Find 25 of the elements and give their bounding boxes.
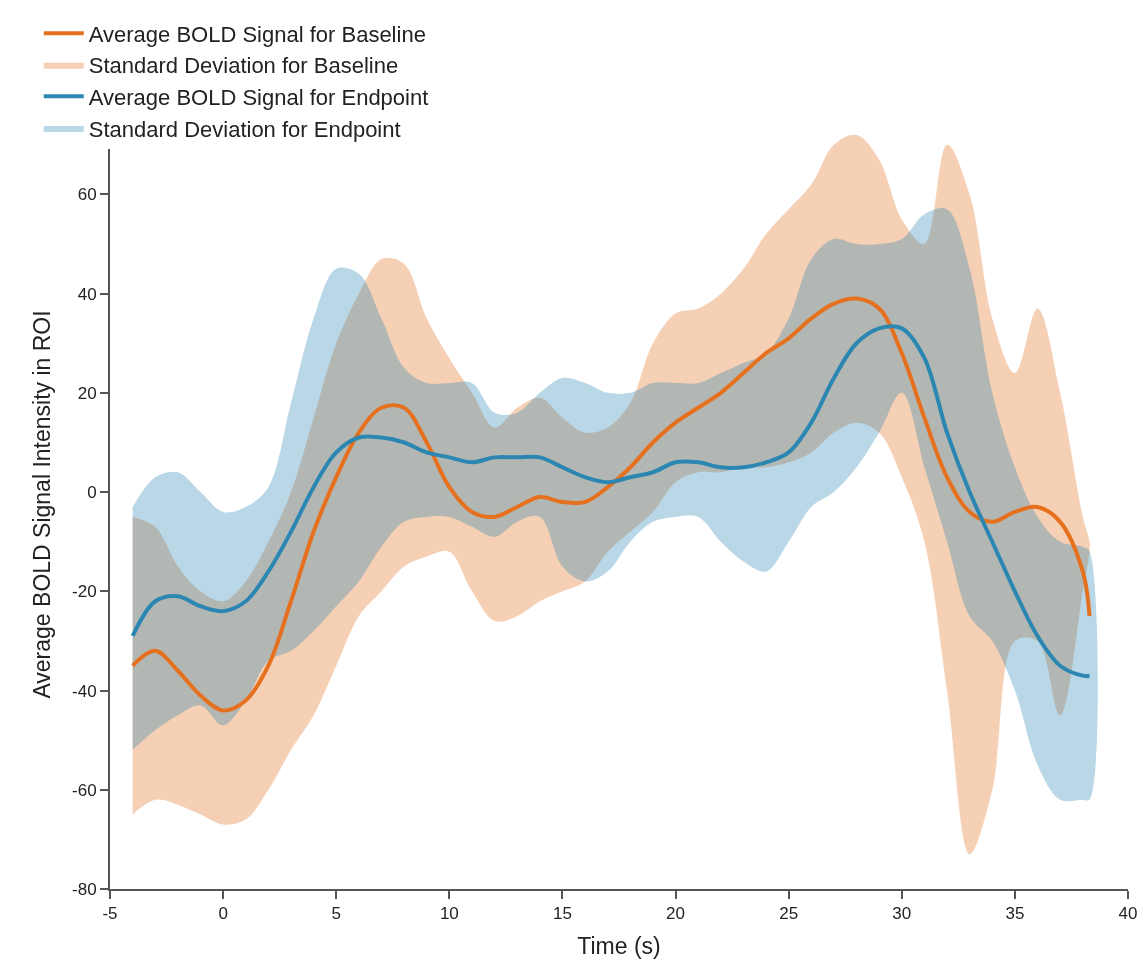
y-tick-label: 20 (77, 383, 97, 403)
y-tick-label: 60 (77, 185, 97, 205)
y-tick-label: -60 (72, 780, 97, 800)
x-tick-label: 40 (1118, 904, 1138, 924)
y-tick-label: 0 (87, 483, 97, 503)
annotation: Standard Deviation for Endpoint (88, 116, 401, 142)
x-tick-label: -5 (102, 904, 118, 924)
y-tick-label: -80 (72, 879, 97, 899)
x-tick-label: 35 (1005, 904, 1025, 924)
text: Standard Deviation for Baseline (88, 53, 399, 79)
line-series (130, 296, 1092, 713)
x-tick-label: 10 (439, 904, 459, 924)
x-tick-label: 25 (779, 904, 799, 924)
legend-label: Average BOLD Signal for Endpoint (88, 84, 429, 110)
x-tick-label: 30 (892, 904, 912, 924)
y-tick-label: -40 (72, 681, 97, 701)
x-tick-label: 5 (331, 904, 341, 924)
y-tick-label: -20 (72, 582, 97, 602)
x-tick-label: 20 (666, 904, 686, 924)
y-axis-title: Average BOLD Signal Intensity in ROI (28, 310, 55, 699)
legend-label: Average BOLD Signal for Baseline (88, 21, 426, 47)
x-tick-label: 15 (552, 904, 572, 924)
x-tick-label: 0 (218, 904, 228, 924)
x-axis-title: Time (s) (577, 932, 661, 959)
y-tick-label: 40 (77, 284, 97, 304)
